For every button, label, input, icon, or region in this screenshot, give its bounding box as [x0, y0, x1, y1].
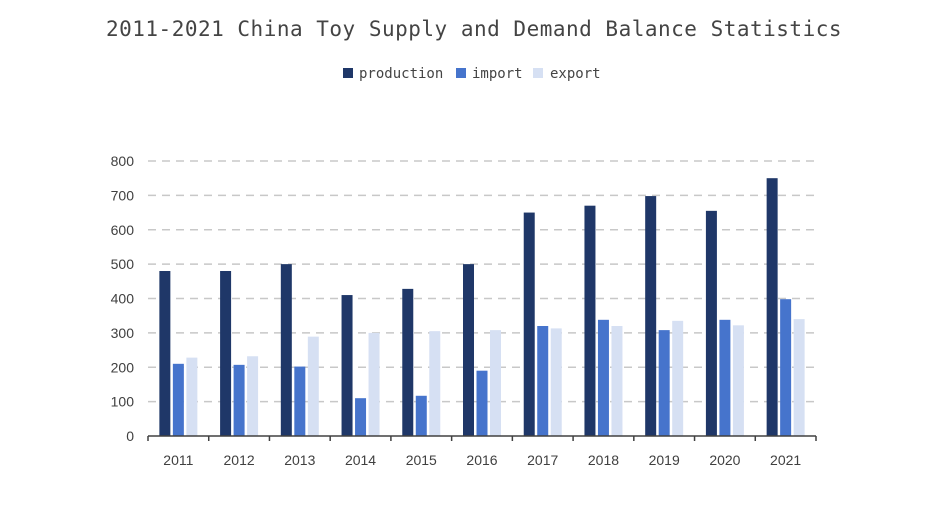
y-tick-label: 100	[111, 394, 135, 410]
y-tick-label: 200	[111, 359, 135, 375]
bar-production-2021	[766, 178, 778, 436]
bar-export-2015	[429, 331, 441, 436]
bar-production-2020	[705, 210, 717, 436]
x-tick-label: 2012	[224, 452, 255, 468]
bar-import-2020	[719, 319, 731, 436]
x-tick-label: 2015	[406, 452, 437, 468]
y-tick-label: 0	[126, 428, 134, 444]
y-tick-label: 800	[111, 153, 135, 169]
bar-export-2019	[672, 320, 684, 436]
bar-import-2018	[597, 319, 609, 436]
bar-export-2016	[490, 330, 501, 436]
y-tick-label: 300	[111, 325, 135, 341]
x-tick-label: 2013	[284, 452, 315, 468]
y-tick-label: 700	[111, 187, 135, 203]
legend-item-import: import	[456, 66, 523, 82]
x-tick-label: 2019	[649, 452, 680, 468]
y-axis: 0 100 200 300 400 500 600 700 800	[111, 153, 135, 444]
bar-import-2017	[537, 326, 549, 436]
bar-import-2016	[476, 370, 488, 436]
bar-export-2018	[611, 326, 623, 436]
bar-export-2011	[186, 357, 198, 436]
legend-label-export: export	[550, 66, 601, 82]
x-tick-label: 2018	[588, 452, 619, 468]
y-tick-label: 600	[111, 222, 135, 238]
chart-title: 2011-2021 China Toy Supply and Demand Ba…	[106, 17, 842, 41]
legend-label-import: import	[472, 66, 523, 82]
bar-import-2014	[355, 398, 367, 436]
bar-import-2013	[294, 366, 306, 436]
legend-swatch-export	[533, 68, 543, 78]
x-tick-label: 2014	[345, 452, 376, 468]
bar-export-2012	[247, 356, 259, 436]
legend-swatch-production	[343, 68, 353, 78]
bar-import-2015	[415, 395, 427, 436]
bar-import-2019	[658, 330, 670, 436]
bar-production-2011	[159, 271, 171, 436]
x-tick-label: 2021	[770, 452, 801, 468]
bar-import-2012	[233, 364, 245, 436]
y-tick-label: 400	[111, 291, 135, 307]
legend-item-production: production	[343, 66, 443, 82]
bar-import-2011	[172, 363, 184, 436]
bar-export-2017	[550, 328, 562, 436]
bar-production-2013	[280, 264, 292, 436]
bar-export-2013	[307, 336, 319, 436]
x-axis: 2011 2012 2013 2014 2015 2016 2017 2018 2019 2020…	[147, 435, 817, 468]
bar-production-2018	[584, 205, 596, 436]
bar-production-2014	[341, 295, 353, 436]
bar-export-2014	[368, 332, 380, 436]
legend: production import export	[343, 66, 601, 82]
bar-export-2021	[793, 319, 805, 436]
x-tick-label: 2017	[527, 452, 558, 468]
bar-production-2019	[645, 196, 657, 436]
bar-production-2012	[220, 271, 232, 436]
bar-production-2017	[523, 212, 535, 436]
legend-swatch-import	[456, 68, 466, 78]
legend-item-export: export	[533, 66, 601, 82]
bar-import-2021	[780, 299, 792, 436]
x-tick-label: 2020	[709, 452, 740, 468]
x-tick-label: 2016	[466, 452, 497, 468]
bar-production-2016	[463, 264, 474, 436]
bar-production-2015	[402, 288, 414, 436]
y-tick-label: 500	[111, 256, 135, 272]
bars	[159, 178, 805, 436]
legend-label-production: production	[359, 66, 443, 82]
x-tick-label: 2011	[163, 452, 193, 468]
bar-export-2020	[732, 325, 744, 436]
